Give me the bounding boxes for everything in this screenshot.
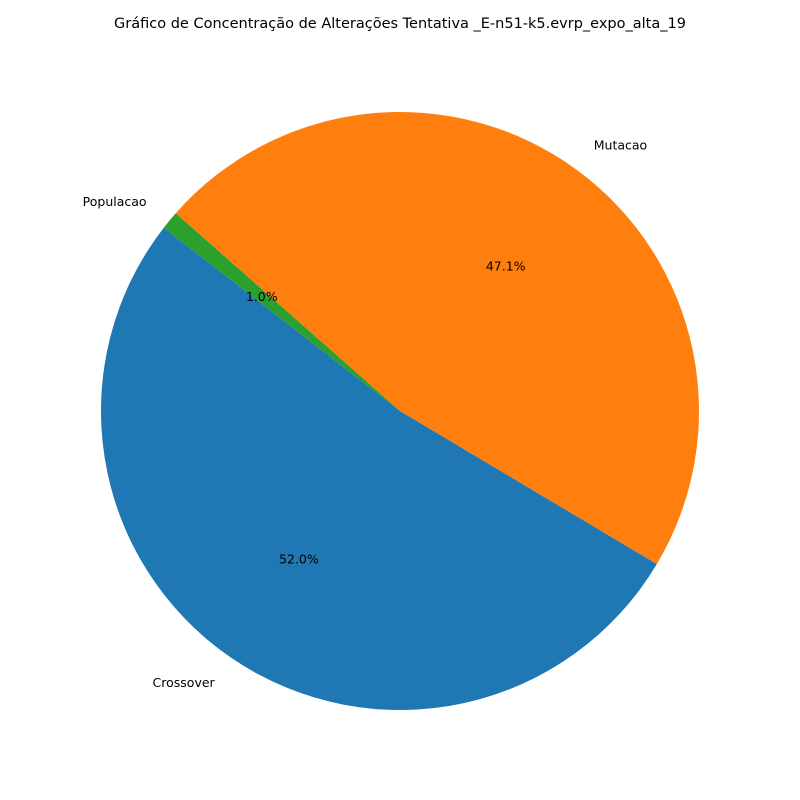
pie-slice-crossover: [100, 227, 657, 711]
pie-slice-populacao: [163, 213, 400, 411]
pie-slice-mutacao: [175, 111, 699, 565]
pct-label-crossover: 52.0%: [279, 552, 319, 567]
slice-label-crossover: Crossover: [153, 675, 216, 690]
slice-label-mutacao: Mutacao: [594, 138, 647, 153]
pct-label-mutacao: 47.1%: [486, 259, 526, 274]
slice-label-populacao: Populacao: [83, 194, 147, 209]
pct-label-populacao: 1.0%: [246, 289, 278, 304]
chart-title: Gráfico de Concentração de Alterações Te…: [114, 16, 686, 32]
